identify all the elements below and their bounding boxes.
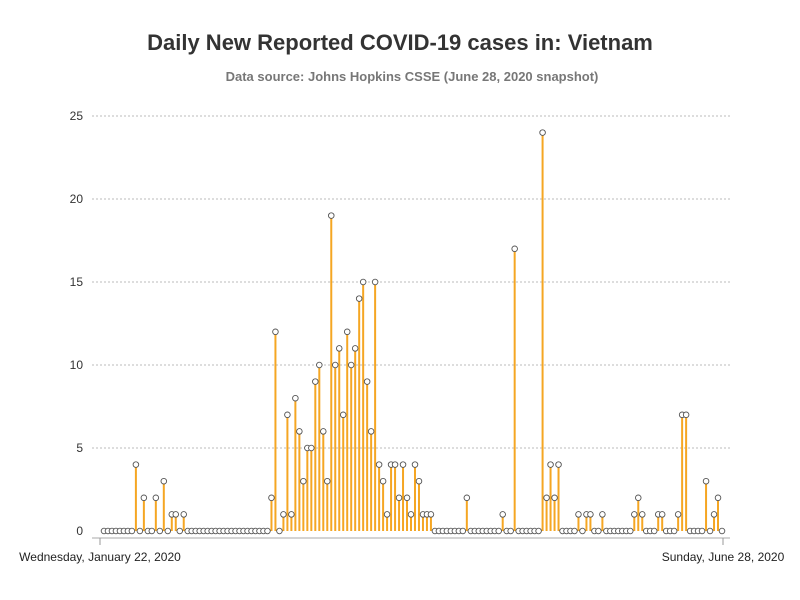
y-axis-labels: 0 5 10 15 20 25 — [70, 109, 84, 538]
data-point — [495, 527, 502, 535]
data-point — [180, 511, 187, 518]
data-point — [128, 527, 136, 535]
data-point — [328, 212, 335, 219]
y-tick-label: 5 — [76, 441, 83, 455]
data-point — [324, 477, 331, 485]
data-point — [276, 527, 283, 535]
data-point — [280, 511, 287, 518]
data-point — [718, 527, 726, 535]
data-point — [674, 511, 682, 518]
data-point — [391, 461, 399, 468]
data-point — [316, 361, 323, 369]
data-point — [706, 527, 714, 535]
data-point — [399, 461, 407, 468]
data-point — [511, 245, 518, 253]
data-point — [359, 278, 367, 286]
y-tick-label: 20 — [70, 192, 84, 206]
data-point — [499, 511, 506, 518]
data-point — [136, 527, 144, 535]
data-point — [543, 494, 550, 502]
y-tick-label: 25 — [70, 109, 84, 123]
data-point — [639, 511, 646, 518]
data-point — [379, 477, 387, 485]
data-point — [152, 494, 160, 502]
data-point — [164, 527, 172, 535]
data-point — [539, 129, 546, 136]
data-point — [371, 278, 379, 286]
data-point — [296, 428, 303, 435]
data-point — [395, 494, 403, 502]
data-point — [292, 394, 299, 402]
data-point — [415, 477, 423, 485]
data-point — [710, 511, 718, 518]
data-point — [375, 461, 383, 468]
data-point — [156, 527, 164, 535]
data-point — [427, 511, 435, 518]
data-point — [627, 527, 634, 535]
data-point — [132, 461, 140, 468]
data-point — [463, 494, 471, 502]
stems-group — [134, 132, 720, 531]
data-point — [587, 511, 594, 518]
markers-group — [100, 129, 726, 535]
data-point — [264, 527, 271, 535]
data-point — [714, 494, 722, 502]
data-point — [459, 527, 467, 535]
data-point — [335, 345, 343, 352]
data-point — [575, 511, 582, 518]
data-point — [176, 527, 184, 535]
data-point — [284, 411, 291, 419]
data-point — [599, 511, 606, 518]
data-point — [407, 511, 415, 518]
data-point — [339, 411, 347, 419]
data-point — [635, 494, 642, 502]
data-point — [535, 527, 542, 535]
data-point — [658, 511, 666, 518]
data-point — [383, 511, 391, 518]
data-point — [555, 461, 562, 468]
data-point — [403, 494, 411, 502]
data-point — [507, 527, 514, 535]
data-point — [631, 511, 638, 518]
data-point — [650, 527, 658, 535]
data-point — [682, 411, 690, 419]
chart-subtitle: Data source: Johns Hopkins CSSE (June 28… — [225, 69, 599, 84]
data-point — [355, 295, 363, 302]
data-point — [148, 527, 156, 535]
data-point — [547, 461, 554, 468]
data-point — [411, 461, 419, 468]
data-point — [343, 328, 351, 336]
data-point — [332, 361, 339, 369]
data-point — [288, 511, 295, 518]
y-tick-label: 15 — [70, 275, 84, 289]
data-point — [272, 328, 279, 336]
x-end-label: Sunday, June 28, 2020 — [662, 550, 785, 564]
data-point — [698, 527, 706, 535]
data-point — [308, 444, 315, 452]
y-tick-label: 10 — [70, 358, 84, 372]
data-point — [670, 527, 678, 535]
chart-title: Daily New Reported COVID-19 cases in: Vi… — [147, 30, 653, 55]
data-point — [363, 378, 371, 385]
data-point — [571, 527, 578, 535]
data-point — [140, 494, 148, 502]
x-start-label: Wednesday, January 22, 2020 — [19, 550, 181, 564]
data-point — [595, 527, 602, 535]
data-point — [347, 361, 355, 369]
data-point — [367, 428, 375, 435]
data-point — [351, 345, 359, 352]
data-point — [320, 428, 327, 435]
data-point — [268, 494, 275, 502]
data-point — [312, 378, 319, 385]
grid-lines — [92, 115, 730, 449]
data-point — [702, 477, 710, 485]
data-point — [579, 527, 586, 535]
data-point — [551, 494, 558, 502]
data-point — [172, 511, 180, 518]
data-point — [300, 477, 307, 485]
data-point — [160, 477, 168, 485]
y-tick-label: 0 — [76, 524, 83, 538]
